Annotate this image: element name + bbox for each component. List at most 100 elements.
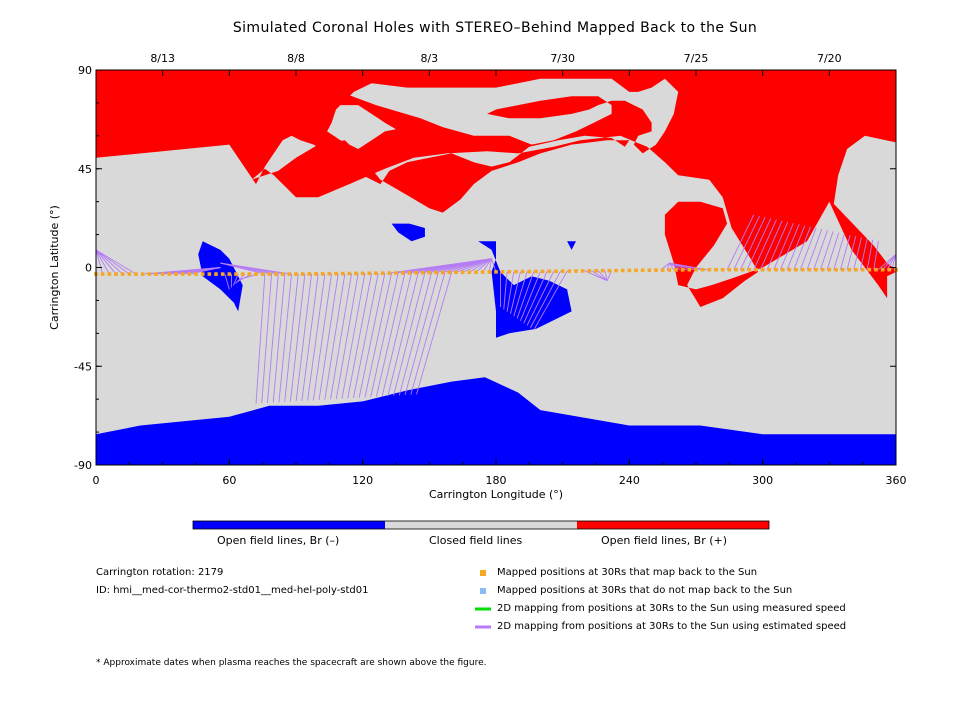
- trajectory-point: [820, 267, 825, 272]
- trajectory-point: [767, 267, 772, 272]
- mapping-line-north-extension: [760, 220, 783, 270]
- mapping-line-west: [95, 249, 117, 275]
- trajectory-point: [254, 272, 258, 276]
- mapping-line-south-polar: [381, 272, 412, 397]
- mapping-line-north-extension: [846, 236, 857, 270]
- trajectory-point: [527, 269, 532, 274]
- trajectory-point: [487, 270, 492, 274]
- trajectory-point: [874, 267, 878, 272]
- mapping-line-equatorial-hole: [530, 270, 561, 328]
- trajectory-point: [714, 267, 718, 272]
- mapping-line-south-polar: [267, 274, 279, 403]
- mapping-line-south-polar: [398, 272, 432, 396]
- trajectory-point: [407, 271, 412, 275]
- trajectory-point: [440, 270, 445, 275]
- trajectory-point: [387, 271, 392, 275]
- mapping-line-south-polar: [284, 274, 299, 402]
- mapping-line-north-extension: [853, 237, 862, 270]
- mapping-line-east-loop: [668, 262, 675, 271]
- mapping-line-east-edge: [877, 253, 897, 271]
- mapping-line-equatorial-hole: [506, 271, 515, 312]
- mapping-line-small-hole: [604, 270, 608, 281]
- mapping-line-south-polar: [410, 272, 446, 395]
- trajectory-point: [700, 267, 705, 272]
- mapping-line-north-extension: [840, 234, 851, 270]
- colorbar-label-closed: Closed field lines: [429, 534, 523, 547]
- x-tick-label: 0: [93, 474, 100, 487]
- trajectory-point: [794, 267, 798, 272]
- mapping-line-south-polar: [416, 272, 452, 395]
- y-tick-label: 45: [78, 163, 92, 176]
- trajectory-point: [480, 270, 485, 274]
- mapping-line-north-extension: [746, 218, 772, 270]
- mapping-line-north-extension: [813, 230, 828, 270]
- trajectory-point: [654, 268, 658, 272]
- trajectory-point: [547, 269, 552, 274]
- mapping-line-north-extension: [740, 217, 766, 270]
- trajectory-point: [214, 272, 218, 276]
- legend-marker-0: [480, 570, 486, 576]
- colorbar-label-negative: Open field lines, Br (–): [217, 534, 340, 547]
- x-tick-label: 60: [222, 474, 236, 487]
- x-tick-label: 180: [486, 474, 507, 487]
- mapping-line-south-polar: [261, 274, 273, 404]
- mapping-line-north-extension: [766, 221, 789, 270]
- colorbar-segment: [193, 521, 385, 529]
- mapping-line-equatorial-hole: [520, 271, 541, 321]
- mapping-line-equatorial-hole: [513, 271, 528, 317]
- y-axis-label: Carrington Latitude (°): [48, 205, 61, 330]
- mapping-line-west-hole: [224, 273, 230, 290]
- mapping-line-equatorial-hole: [526, 271, 555, 326]
- trajectory-point: [694, 267, 698, 272]
- mapping-line-east-edge: [886, 254, 897, 270]
- model-id-label: ID: hmi__med-cor-thermo2-std01__med-hel-…: [96, 585, 369, 596]
- mapping-line-south-polar: [278, 274, 293, 403]
- trajectory-point: [267, 272, 272, 276]
- trajectory-point: [327, 271, 332, 276]
- mapping-line-to-central: [462, 258, 492, 273]
- footnote: * Approximate dates when plasma reaches …: [96, 658, 487, 668]
- date-tick-label: 8/3: [420, 52, 438, 65]
- mapping-line-south-polar: [307, 273, 326, 401]
- mapping-line-north-extension: [753, 219, 777, 270]
- y-tick-label: 0: [85, 262, 92, 275]
- trajectory-point: [274, 272, 278, 276]
- trajectory-point: [760, 267, 765, 272]
- date-tick-label: 7/25: [684, 52, 709, 65]
- trajectory-point: [847, 267, 852, 272]
- trajectory-point: [680, 268, 685, 272]
- mapping-line-north-extension: [800, 227, 817, 270]
- trajectory-point: [460, 270, 465, 275]
- mapping-line-small-hole: [591, 270, 608, 282]
- trajectory-point: [454, 270, 458, 275]
- mapping-line-west-hole: [232, 273, 239, 286]
- mapping-line-north-extension: [820, 231, 834, 270]
- mapping-line-west: [95, 249, 110, 275]
- trajectory-point: [667, 268, 672, 272]
- trajectory-point: [294, 272, 298, 276]
- mapping-line-north-extension: [873, 240, 879, 270]
- mapping-line-south-polar: [341, 273, 366, 399]
- trajectory-point: [827, 267, 832, 272]
- trajectory-point: [600, 268, 605, 273]
- date-tick-label: 8/13: [150, 52, 175, 65]
- mapping-line-equatorial-hole: [516, 271, 535, 319]
- trajectory-point: [720, 267, 725, 272]
- mapping-line-west-hole: [220, 262, 292, 275]
- trajectory-point: [860, 267, 865, 272]
- trajectory-point: [474, 270, 478, 274]
- trajectory-point: [427, 270, 432, 275]
- trajectory-point: [420, 270, 425, 275]
- chart-title: Simulated Coronal Holes with STEREO–Behi…: [232, 20, 758, 36]
- trajectory-point: [174, 272, 178, 276]
- x-tick-label: 300: [752, 474, 773, 487]
- trajectory-point: [120, 272, 125, 276]
- mapping-line-west: [95, 249, 123, 275]
- trajectory-point: [307, 272, 312, 276]
- trajectory-point: [574, 269, 578, 273]
- trajectory-point: [634, 268, 638, 273]
- trajectory-point: [247, 272, 252, 276]
- trajectory-point: [347, 271, 352, 276]
- trajectory-point: [360, 271, 365, 276]
- trajectory-point: [140, 272, 145, 276]
